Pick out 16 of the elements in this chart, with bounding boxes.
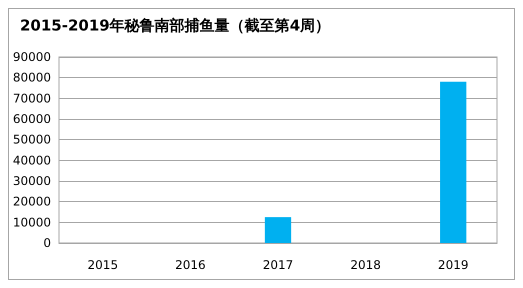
y-tick-label: 50000: [12, 132, 51, 147]
y-tick-label: 80000: [12, 70, 51, 85]
y-tick-label: 40000: [12, 153, 51, 168]
x-tick-label: 2019: [438, 258, 468, 272]
y-tick-label: 0: [43, 236, 51, 250]
chart-title: 2015-2019年秘鲁南部捕鱼量（截至第4周）: [20, 16, 330, 34]
y-tick-label: 30000: [12, 174, 51, 188]
y-tick-label: 70000: [12, 91, 51, 106]
y-tick-label: 20000: [12, 194, 51, 209]
x-tick-label: 2016: [175, 258, 206, 272]
y-tick-label: 90000: [12, 50, 51, 64]
x-tick-label: 2017: [262, 258, 294, 272]
y-tick-label: 10000: [12, 215, 51, 230]
y-tick-label: 60000: [12, 112, 51, 126]
x-tick-label: 2015: [88, 258, 118, 272]
x-tick-label: 2018: [350, 258, 381, 272]
